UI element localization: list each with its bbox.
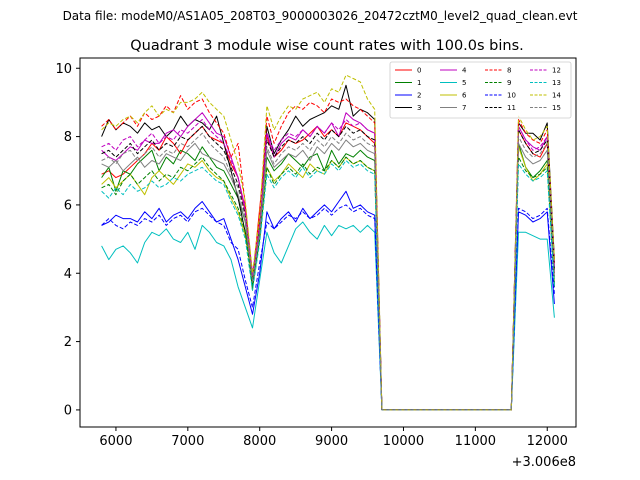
series-line-10 <box>101 204 555 411</box>
series-line-14 <box>101 74 555 411</box>
series-line-5 <box>101 221 555 411</box>
x-tick-label: 9000 <box>315 434 348 449</box>
y-tick-label: 8 <box>64 130 72 145</box>
chart-suptitle: Data file: modeM0/AS1A05_208T03_90000030… <box>63 9 578 23</box>
x-tick-label: 8000 <box>243 434 276 449</box>
x-offset-label: +3.006e8 <box>512 455 576 470</box>
x-tick-label: 7000 <box>171 434 204 449</box>
legend-label: 14 <box>552 92 561 100</box>
legend-label: 0 <box>417 67 421 75</box>
legend-label: 4 <box>462 67 467 75</box>
legend-label: 3 <box>417 104 421 112</box>
series-line-8 <box>101 95 555 411</box>
legend-label: 13 <box>552 79 561 87</box>
x-axis: 6000 7000 8000 9000 10000 11000 12000 <box>99 427 568 449</box>
series-line-1 <box>101 142 555 411</box>
y-axis: 0 2 4 6 8 10 <box>55 62 80 418</box>
x-tick-label: 6000 <box>99 434 132 449</box>
legend-label: 8 <box>507 67 511 75</box>
y-tick-label: 2 <box>64 335 72 350</box>
plot-lines <box>101 74 555 411</box>
series-line-3 <box>101 84 555 411</box>
legend-label: 6 <box>462 92 467 100</box>
series-line-12 <box>101 119 555 411</box>
y-tick-label: 10 <box>55 62 72 77</box>
legend-label: 5 <box>462 79 466 87</box>
x-tick-label: 11000 <box>455 434 496 449</box>
legend-label: 11 <box>507 104 516 112</box>
chart-title: Quadrant 3 module wise count rates with … <box>130 38 524 54</box>
plot-frame <box>79 57 577 428</box>
x-tick-label: 12000 <box>527 434 568 449</box>
legend-box <box>389 61 572 119</box>
series-line-9 <box>101 156 555 411</box>
y-tick-label: 0 <box>64 403 72 418</box>
legend-label: 15 <box>552 104 561 112</box>
series-line-13 <box>101 160 555 411</box>
series-line-6 <box>101 146 555 411</box>
legend-label: 1 <box>417 79 421 87</box>
legend-label: 2 <box>417 92 421 100</box>
series-line-15 <box>101 132 555 411</box>
series-line-2 <box>101 190 555 411</box>
y-tick-label: 4 <box>64 267 72 282</box>
legend-label: 12 <box>552 67 561 75</box>
legend-label: 7 <box>462 104 466 112</box>
series-line-4 <box>101 112 555 411</box>
y-tick-label: 6 <box>64 198 72 213</box>
legend-label: 9 <box>507 79 511 87</box>
legend-label: 10 <box>507 92 516 100</box>
x-tick-label: 10000 <box>383 434 424 449</box>
